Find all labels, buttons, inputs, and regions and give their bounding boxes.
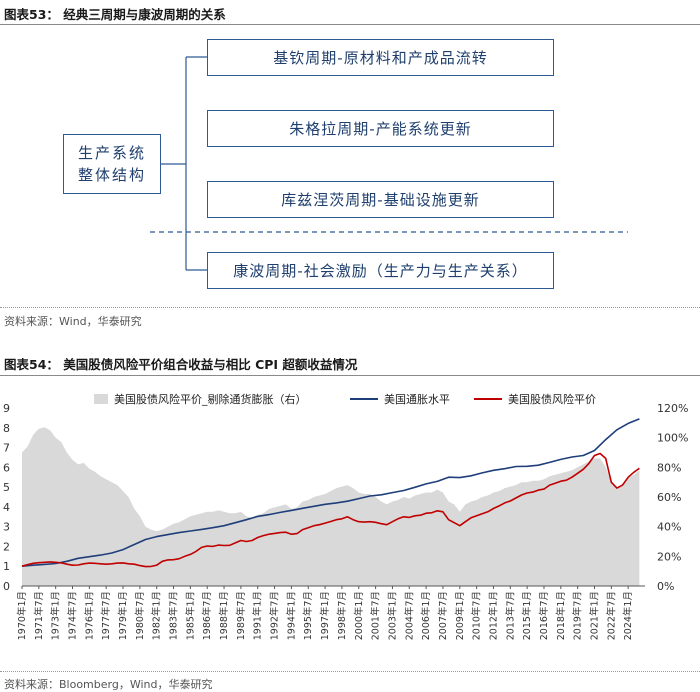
kondratiev-cycle-box: 康波周期-社会激励（生产力与生产关系） bbox=[207, 252, 554, 289]
x-tick-label: 1983年7月 bbox=[168, 591, 180, 640]
kuznets-cycle-box: 库兹涅茨周期-基础设施更新 bbox=[207, 181, 554, 218]
right-axis-tick-label: 20% bbox=[657, 550, 681, 563]
left-axis-tick-label: 2 bbox=[3, 540, 10, 553]
x-tick-label: 1970年1月 bbox=[16, 591, 28, 640]
x-tick-label: 2018年1月 bbox=[555, 591, 567, 640]
figure-54-chart: 0 1 2 3 4 5 6 7 8 9 0% 20% 40% 60% 80% 100% 120% 1970年1月 1… bbox=[3, 402, 688, 640]
legend-risk-parity-label: 美国股债风险平价 bbox=[508, 393, 596, 406]
left-axis-tick-label: 4 bbox=[3, 501, 10, 514]
x-tick-label: 1980年7月 bbox=[134, 591, 146, 640]
figure-54-source-rule bbox=[0, 671, 700, 672]
series-risk-parity-line bbox=[21, 452, 640, 568]
series-real-return-area bbox=[22, 427, 640, 586]
legend-swatch-risk-parity bbox=[474, 398, 502, 400]
x-tick-label: 1982年1月 bbox=[151, 591, 163, 640]
figure-53-source-rule bbox=[0, 307, 700, 308]
x-tick-label: 1986年7月 bbox=[201, 591, 213, 640]
left-axis-tick-label: 8 bbox=[3, 422, 10, 435]
figure-53-title-rule bbox=[0, 24, 700, 25]
x-tick-label: 1977年7月 bbox=[100, 591, 112, 640]
x-tick-label: 2013年7月 bbox=[504, 591, 516, 640]
left-axis-tick-label: 0 bbox=[3, 580, 10, 593]
x-tick-label: 2022年7月 bbox=[605, 591, 617, 640]
x-tick-label: 1979年1月 bbox=[117, 591, 129, 640]
right-axis-tick-label: 80% bbox=[657, 461, 681, 474]
figure-53-source: 资料来源：Wind，华泰研究 bbox=[4, 315, 142, 328]
x-tick-label: 1991年1月 bbox=[252, 591, 264, 640]
legend-swatch-inflation bbox=[350, 398, 378, 400]
root-line-2: 整体结构 bbox=[77, 166, 146, 184]
left-axis-tick-label: 6 bbox=[3, 461, 10, 474]
x-tick-label: 2019年7月 bbox=[572, 591, 584, 640]
x-tick-label: 2000年1月 bbox=[353, 591, 365, 640]
right-axis-tick-label: 120% bbox=[657, 402, 688, 415]
right-axis-tick-label: 0% bbox=[657, 580, 674, 593]
x-tick-label: 2021年1月 bbox=[588, 591, 600, 640]
x-tick-label: 2024年1月 bbox=[622, 591, 634, 640]
legend-inflation-label: 美国通胀水平 bbox=[384, 393, 450, 406]
figure-54-title-rule bbox=[0, 375, 700, 376]
x-tick-label: 1985年1月 bbox=[184, 591, 196, 640]
kitchin-cycle-box: 基钦周期-原材料和产成品流转 bbox=[207, 39, 554, 76]
x-tick-label: 1971年7月 bbox=[33, 591, 45, 640]
x-tick-label: 1974年7月 bbox=[67, 591, 79, 640]
legend-real-return: 美国股债风险平价_剔除通货膨胀（右） bbox=[94, 391, 307, 407]
figure-53-title: 图表53： 经典三周期与康波周期的关系 bbox=[4, 7, 226, 22]
figure-54-title: 图表54： 美国股债风险平价组合收益与相比 CPI 超额收益情况 bbox=[4, 357, 358, 372]
x-tick-label: 2003年1月 bbox=[386, 591, 398, 640]
x-tick-label: 1997年1月 bbox=[319, 591, 331, 640]
x-tick-label: 2016年7月 bbox=[538, 591, 550, 640]
x-tick-label: 2015年1月 bbox=[521, 591, 533, 640]
right-axis-tick-label: 100% bbox=[657, 432, 688, 445]
legend-swatch-area bbox=[94, 394, 108, 404]
left-axis-tick-label: 9 bbox=[3, 402, 10, 415]
x-tick-label: 2001年7月 bbox=[370, 591, 382, 640]
left-axis-tick-label: 3 bbox=[3, 521, 10, 534]
left-axis-tick-label: 5 bbox=[3, 481, 10, 494]
x-tick-label: 2010年7月 bbox=[471, 591, 483, 640]
x-tick-label: 1998年7月 bbox=[336, 591, 348, 640]
left-axis-tick-label: 7 bbox=[3, 442, 10, 455]
x-tick-label: 2009年1月 bbox=[454, 591, 466, 640]
series-inflation-line bbox=[21, 418, 640, 567]
production-system-box: 生产系统 整体结构 bbox=[63, 134, 161, 194]
x-tick-label: 1994年1月 bbox=[285, 591, 297, 640]
legend-risk-parity: 美国股债风险平价 bbox=[474, 391, 596, 407]
figure-54-source: 资料来源：Bloomberg，Wind，华泰研究 bbox=[4, 678, 213, 691]
x-tick-label: 2006年1月 bbox=[420, 591, 432, 640]
x-tick-label: 2007年7月 bbox=[437, 591, 449, 640]
legend-inflation: 美国通胀水平 bbox=[350, 391, 450, 407]
x-tick-label: 1976年1月 bbox=[83, 591, 95, 640]
root-line-1: 生产系统 bbox=[77, 144, 146, 162]
left-axis-tick-label: 1 bbox=[3, 560, 10, 573]
x-tick-label: 1995年7月 bbox=[302, 591, 314, 640]
x-tick-label: 1989年7月 bbox=[235, 591, 247, 640]
right-axis-tick-label: 40% bbox=[657, 521, 681, 534]
x-tick-label: 2012年1月 bbox=[487, 591, 499, 640]
x-tick-label: 1988年1月 bbox=[218, 591, 230, 640]
x-tick-label: 2004年7月 bbox=[403, 591, 415, 640]
figure-53-connectors bbox=[150, 56, 628, 271]
x-tick-label: 1992年7月 bbox=[269, 591, 281, 640]
legend-real-return-label: 美国股债风险平价_剔除通货膨胀（右） bbox=[114, 393, 307, 406]
juglar-cycle-box: 朱格拉周期-产能系统更新 bbox=[207, 110, 554, 147]
x-tick-label: 1973年1月 bbox=[50, 591, 62, 640]
right-axis-tick-label: 60% bbox=[657, 491, 681, 504]
